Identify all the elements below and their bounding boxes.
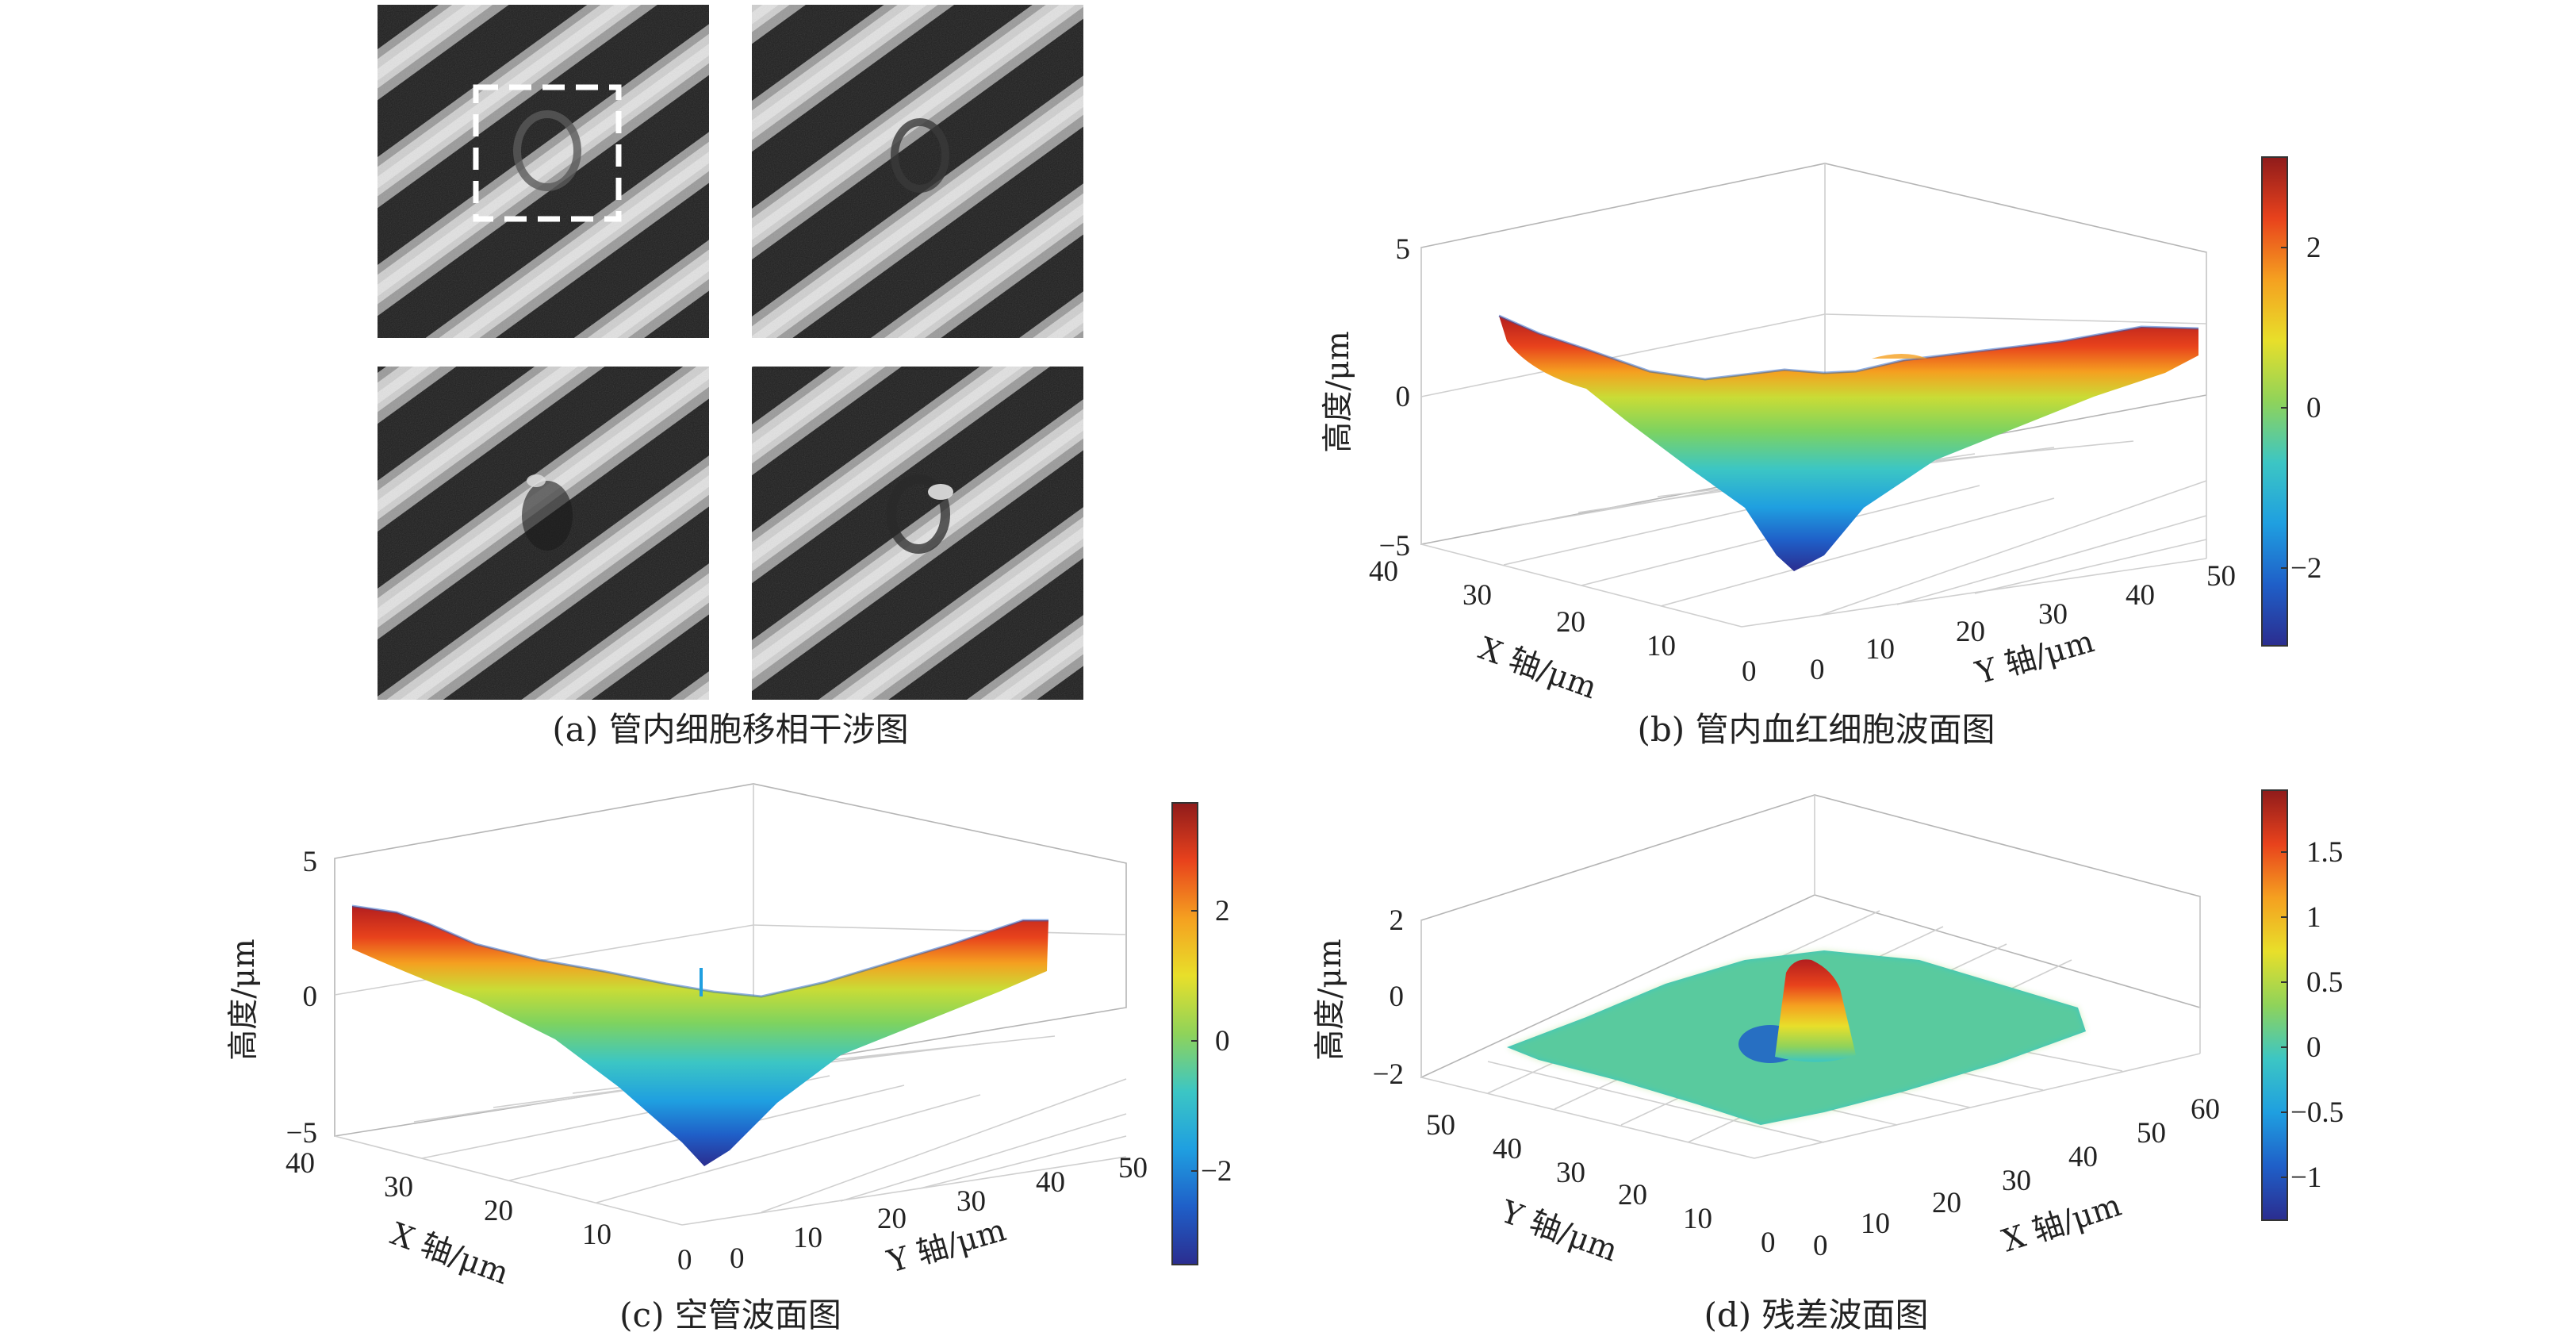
- cb-tick-b-2: −2: [2290, 552, 2321, 585]
- z-tick-d-0: 2: [1390, 904, 1405, 937]
- right-tick-b-5: 50: [2206, 560, 2236, 593]
- cb-tick-d-0: 1.5: [2306, 836, 2343, 869]
- panel-b: 5 0 −5 高度/μm 40 30 20 10 0 X 轴/μm 0 10 2…: [1321, 156, 2321, 749]
- right-tick-b-0: 0: [1810, 654, 1825, 686]
- right-tick-d-2: 20: [1932, 1187, 1961, 1219]
- right-tick-b-1: 10: [1865, 633, 1895, 666]
- right-ticks-c: 0 10 20 30 40 50: [730, 1152, 1148, 1275]
- cb-tick-b-0: 2: [2306, 232, 2321, 264]
- left-ticks-c: 40 30 20 10 0: [286, 1147, 692, 1276]
- fringe-image-3: [378, 367, 709, 700]
- left-tick-b-4: 0: [1742, 655, 1757, 688]
- right-tick-d-6: 60: [2191, 1093, 2220, 1126]
- z-tick-c-1: 0: [303, 981, 318, 1013]
- caption-b: (b) 管内血红细胞波面图: [1637, 710, 1995, 749]
- cb-tick-d-4: −0.5: [2290, 1096, 2344, 1129]
- caption-a: (a) 管内细胞移相干涉图: [552, 710, 908, 749]
- surface-d: [1507, 950, 2086, 1125]
- left-tick-b-2: 20: [1556, 606, 1585, 639]
- left-tick-c-3: 10: [582, 1219, 611, 1251]
- cb-tick-d-5: −1: [2290, 1161, 2321, 1194]
- left-tick-b-1: 30: [1462, 579, 1492, 612]
- x-label-d: Y 轴/μm: [1496, 1194, 1623, 1269]
- caption-c: (c) 空管波面图: [619, 1296, 841, 1334]
- selection-box: [473, 84, 622, 222]
- left-tick-c-4: 0: [677, 1244, 692, 1276]
- x-label-b: X 轴/μm: [1474, 631, 1602, 706]
- z-tick-c-2: −5: [286, 1117, 317, 1150]
- left-tick-b-3: 10: [1646, 630, 1676, 662]
- surface-b: [1498, 314, 2199, 571]
- cb-tick-c-0: 2: [1215, 895, 1230, 927]
- fringe-image-1: [378, 5, 709, 338]
- cb-tick-d-1: 1: [2306, 901, 2321, 934]
- z-tick-b-2: −5: [1379, 530, 1410, 562]
- left-tick-c-2: 20: [484, 1195, 513, 1227]
- z-tick-d-2: −2: [1373, 1058, 1404, 1091]
- cb-tick-c-2: −2: [1201, 1155, 1232, 1188]
- fringe-image-4: [752, 367, 1083, 700]
- right-tick-d-1: 10: [1861, 1207, 1890, 1240]
- z-label-d: 高度/μm: [1313, 939, 1348, 1060]
- colorbar-b: 2 0 −2: [2261, 156, 2321, 647]
- right-tick-c-5: 50: [1118, 1152, 1148, 1184]
- left-tick-c-0: 40: [286, 1147, 315, 1180]
- panel-c: 5 0 −5 高度/μm 40 30 20 10 0 X 轴/μm 0 10 2…: [226, 783, 1232, 1334]
- cb-tick-d-2: 0.5: [2306, 966, 2343, 999]
- right-tick-d-5: 50: [2137, 1117, 2166, 1150]
- right-tick-c-4: 40: [1036, 1166, 1065, 1199]
- colorbar-c: 2 0 −2: [1171, 802, 1232, 1265]
- left-ticks-d: 50 40 30 20 10 0: [1426, 1109, 1776, 1259]
- z-label-b: 高度/μm: [1321, 331, 1356, 452]
- left-tick-d-0: 50: [1426, 1109, 1455, 1142]
- x-label-c: X 轴/μm: [386, 1216, 514, 1292]
- left-tick-d-2: 30: [1556, 1157, 1585, 1189]
- colorbar-d: 1.5 1 0.5 0 −0.5 −1: [2261, 789, 2344, 1221]
- cb-tick-d-3: 0: [2306, 1031, 2321, 1064]
- panel-a: (a) 管内细胞移相干涉图: [378, 5, 1083, 749]
- left-tick-d-4: 10: [1683, 1203, 1712, 1235]
- left-tick-d-1: 40: [1493, 1133, 1522, 1165]
- z-ticks-c: 5 0 −5: [286, 846, 317, 1150]
- z-tick-b-1: 0: [1396, 381, 1411, 413]
- z-label-c: 高度/μm: [226, 939, 262, 1060]
- right-tick-b-3: 30: [2038, 598, 2068, 631]
- cb-tick-c-1: 0: [1215, 1025, 1230, 1058]
- z-ticks-b: 5 0 −5: [1379, 233, 1410, 562]
- right-tick-d-4: 40: [2068, 1141, 2098, 1173]
- right-tick-c-1: 10: [793, 1222, 822, 1254]
- left-tick-c-1: 30: [384, 1171, 413, 1204]
- right-tick-b-2: 20: [1956, 616, 1985, 648]
- surface-c: [351, 904, 1048, 1166]
- right-ticks-d: 0 10 20 30 40 50 60: [1813, 1093, 2220, 1262]
- y-label-d: X 轴/μm: [1998, 1188, 2126, 1260]
- right-tick-c-0: 0: [730, 1242, 745, 1275]
- right-tick-b-4: 40: [2126, 579, 2155, 612]
- z-ticks-d: 2 0 −2: [1373, 904, 1404, 1091]
- caption-d: (d) 残差波面图: [1704, 1296, 1928, 1334]
- right-ticks-b: 0 10 20 30 40 50: [1810, 560, 2236, 686]
- z-tick-d-1: 0: [1390, 981, 1405, 1013]
- right-tick-c-2: 20: [877, 1203, 907, 1235]
- left-tick-b-0: 40: [1369, 555, 1398, 588]
- left-ticks-b: 40 30 20 10 0: [1369, 555, 1757, 688]
- y-label-b: Y 轴/μm: [1971, 624, 2098, 692]
- cb-tick-b-1: 0: [2306, 392, 2321, 424]
- left-tick-d-5: 0: [1761, 1227, 1776, 1259]
- fringe-image-2: [752, 5, 1083, 338]
- z-tick-b-0: 5: [1396, 233, 1411, 266]
- right-tick-d-0: 0: [1813, 1230, 1828, 1262]
- panel-d: 2 0 −2 高度/μm 50 40 30 20 10 0 Y 轴/μm 0 1…: [1313, 789, 2344, 1334]
- right-tick-d-3: 30: [2002, 1165, 2031, 1197]
- right-tick-c-3: 30: [956, 1185, 986, 1218]
- left-tick-d-3: 20: [1618, 1179, 1647, 1211]
- z-tick-c-0: 5: [303, 846, 318, 878]
